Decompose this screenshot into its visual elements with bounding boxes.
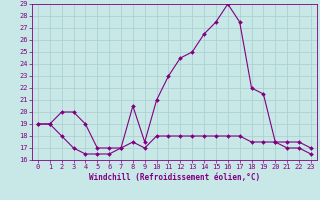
X-axis label: Windchill (Refroidissement éolien,°C): Windchill (Refroidissement éolien,°C) [89, 173, 260, 182]
